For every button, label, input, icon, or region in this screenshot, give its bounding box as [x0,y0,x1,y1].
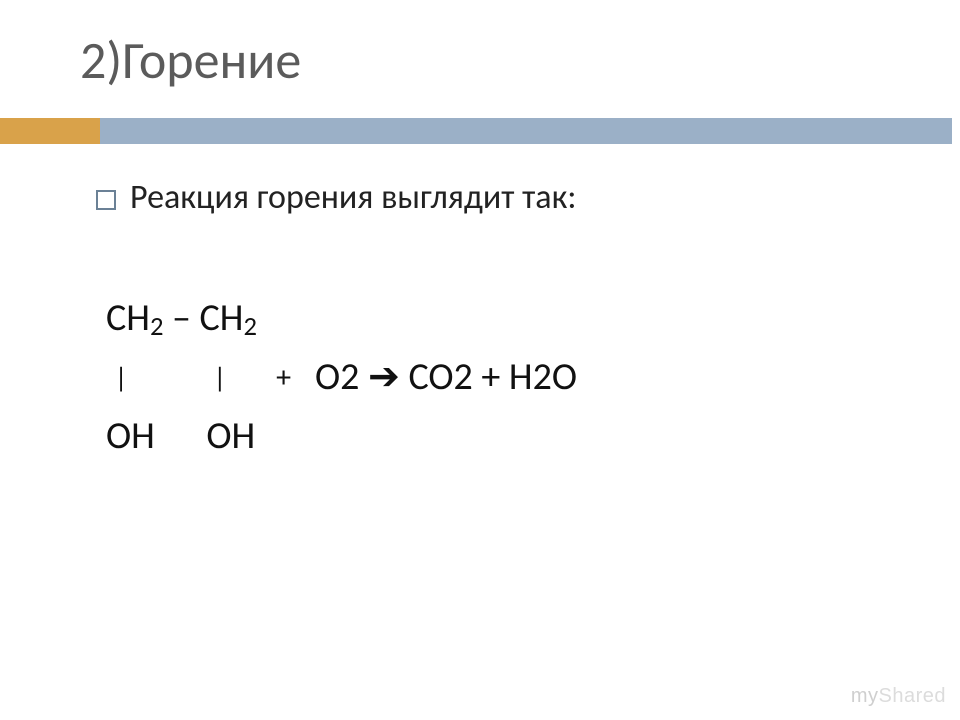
slide-title: 2)Горение [80,28,301,92]
co2-sub: 2 [454,354,473,400]
arrow-icon: ➔ [368,354,400,400]
slide-body: Реакция горения выглядит так: CH2 – CH2 … [96,178,916,465]
equation-line-3: OH OH [106,407,916,466]
eq-ch-2: – CH [163,295,243,341]
equation-line-1: CH2 – CH2 [106,289,916,348]
equation-line-2: | | + O2 ➔ CO2 + H2O [106,348,916,407]
plus-1: + [269,359,298,396]
o2-sub: 2 [340,354,359,400]
eq-ch-1: CH [106,295,150,341]
h2o-sub: 2 [533,354,552,400]
co2-co: CO [408,354,453,400]
bond-pipe-2: | [213,360,226,395]
accent-bar [0,118,100,144]
bullet-row: Реакция горения выглядит так: [96,178,916,219]
eq-sub-1: 2 [150,311,163,343]
eq-sub-2: 2 [243,311,256,343]
watermark: myShared [851,685,946,708]
bullet-text: Реакция горения выглядит так: [130,178,576,219]
bullet-square-icon [96,190,116,210]
gap-1 [128,354,214,400]
watermark-my: my [851,685,879,707]
gap-2 [226,354,269,400]
title-rule [100,118,952,144]
slide: 2)Горение Реакция горения выглядит так: … [0,0,960,720]
h2o-o: O [552,354,577,400]
o2-o: O [298,354,340,400]
bond-pipe-1: | [115,360,128,395]
arrow-pre [359,354,368,400]
watermark-shared: Shared [879,685,947,707]
plus-h: + H [473,354,533,400]
